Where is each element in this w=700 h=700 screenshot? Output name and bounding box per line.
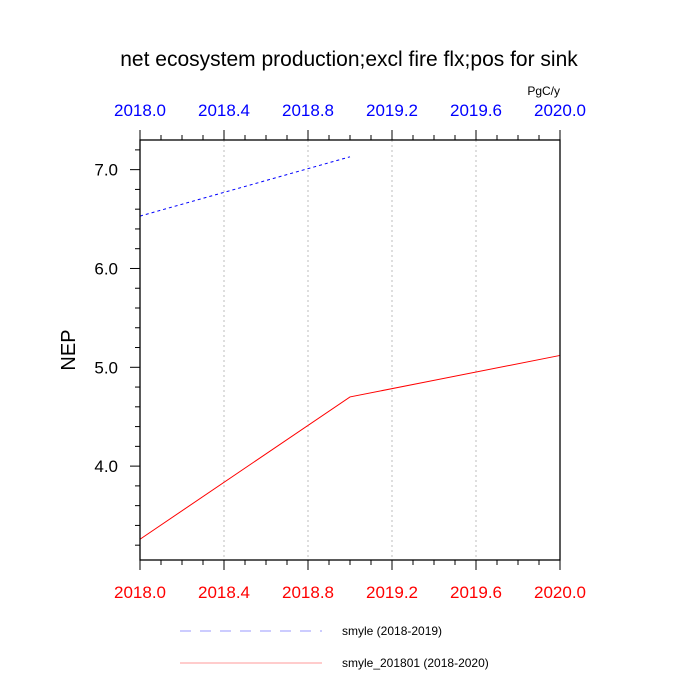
x-bottom-tick-label-1: 2018.4 [198, 583, 250, 602]
units-label: PgC/y [527, 84, 560, 98]
x-top-tick-label-1: 2018.4 [198, 101, 250, 120]
y-axis-label: NEP [58, 329, 80, 370]
y-tick-label-2: 6.0 [94, 259, 118, 278]
x-top-tick-label-5: 2020.0 [534, 101, 586, 120]
grid-lines [223, 140, 477, 560]
legend-label-0: smyle (2018-2019) [342, 624, 442, 638]
series-line-0 [139, 156, 351, 217]
x-top-tick-label-3: 2019.2 [366, 101, 418, 120]
y-tick-label-3: 7.0 [94, 161, 118, 180]
axis-tick-labels: 2018.0 2018.4 2018.8 2019.2 2019.6 2020.0 2018… [94, 101, 586, 602]
y-tick-label-1: 5.0 [94, 358, 118, 377]
legend: smyle (2018-2019) smyle_201801 (2018-2020… [180, 624, 489, 670]
series-group [139, 156, 561, 540]
x-bottom-tick-label-2: 2018.8 [282, 583, 334, 602]
x-top-tick-label-2: 2018.8 [282, 101, 334, 120]
x-bottom-tick-label-0: 2018.0 [114, 583, 166, 602]
x-bottom-tick-label-4: 2019.6 [450, 583, 502, 602]
x-bottom-tick-label-5: 2020.0 [534, 583, 586, 602]
axis-ticks [130, 130, 561, 570]
series-line-1 [139, 354, 561, 540]
chart-title: net ecosystem production;excl fire flx;p… [120, 48, 578, 71]
x-top-tick-label-0: 2018.0 [114, 101, 166, 120]
legend-label-1: smyle_201801 (2018-2020) [342, 656, 489, 670]
x-top-tick-label-4: 2019.6 [450, 101, 502, 120]
x-bottom-tick-label-3: 2019.2 [366, 583, 418, 602]
y-tick-label-0: 4.0 [94, 457, 118, 476]
